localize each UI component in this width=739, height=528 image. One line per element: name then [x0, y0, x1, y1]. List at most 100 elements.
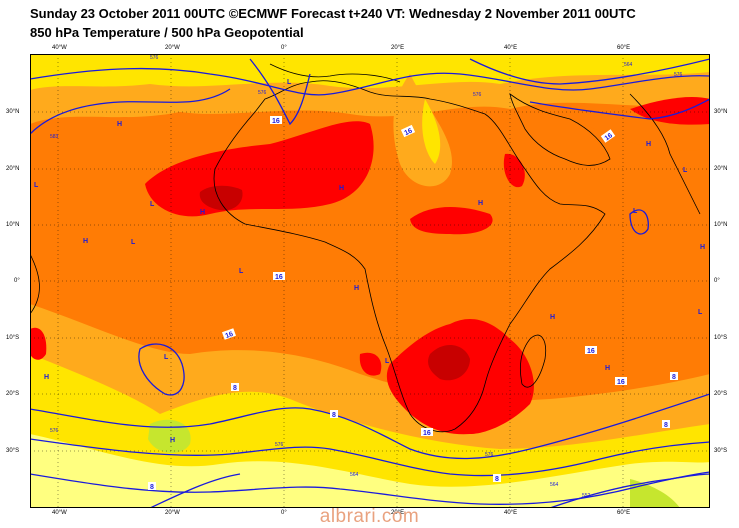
lon-label-bottom: 20°E	[391, 510, 405, 516]
temp-hotspot-redsea	[503, 153, 525, 188]
high-marker: H	[354, 285, 359, 292]
geo-label: 564	[624, 62, 633, 68]
low-marker: L	[385, 358, 390, 365]
forecast-map: 16 16 16 16 16 16 16 16 8 8 8 8 8 8 576 …	[30, 54, 720, 508]
temp-label: 8	[495, 476, 499, 483]
mediterranean-coastline	[269, 63, 401, 83]
lat-label-right: 30°N	[714, 109, 728, 115]
low-marker: L	[239, 268, 244, 275]
low-marker: L	[164, 354, 169, 361]
temp-label: 16	[423, 430, 431, 437]
temp-band-yellow-north	[30, 54, 710, 90]
lon-label-top: 20°W	[165, 45, 180, 51]
lat-label-right: 10°S	[714, 335, 728, 341]
lon-label-bottom: 60°E	[617, 510, 631, 516]
low-marker: L	[683, 167, 688, 174]
low-marker: L	[633, 208, 638, 215]
temp-label: 16	[604, 132, 614, 142]
lat-label-right: 30°S	[714, 448, 728, 454]
temp-band-green	[630, 479, 680, 508]
temp-label: 8	[672, 374, 676, 381]
high-marker: H	[550, 314, 555, 321]
temp-label: 8	[233, 385, 237, 392]
brazil-coastline	[30, 253, 40, 315]
temp-label: 8	[150, 484, 154, 491]
high-marker: H	[339, 185, 344, 192]
temp-hotspot-kalahari-core	[428, 344, 470, 381]
lat-label-left: 20°S	[6, 391, 20, 397]
map-frame	[30, 54, 710, 508]
lat-lon-grid	[30, 54, 710, 508]
map-svg: 16 16 16 16 16 16 16 16 8 8 8 8 8 8 576 …	[30, 54, 720, 508]
temp-yellow-tongue	[422, 99, 441, 164]
lat-label-left: 10°S	[6, 335, 20, 341]
high-marker: H	[700, 244, 705, 251]
temp-contour-labels: 16 16 16 16 16 16 16 16 8 8 8 8 8 8	[148, 116, 678, 491]
lat-label-left: 30°S	[6, 448, 20, 454]
map-subtitle: 850 hPa Temperature / 500 hPa Geopotenti…	[30, 25, 304, 40]
source-watermark: albrari.com	[319, 506, 420, 527]
high-marker: H	[170, 437, 175, 444]
geo-label: 576	[485, 452, 494, 458]
forecast-title: Sunday 23 October 2011 00UTC ©ECMWF Fore…	[30, 6, 636, 21]
lon-label-bottom: 40°E	[504, 510, 518, 516]
high-marker: H	[478, 200, 483, 207]
temp-label: 8	[332, 412, 336, 419]
temp-band-paleyellow-south	[30, 434, 710, 508]
temp-label: 16	[617, 379, 625, 386]
temp-label: 16	[404, 128, 414, 138]
lon-label-top: 40°W	[52, 45, 67, 51]
geo-label: 583	[50, 134, 59, 140]
africa-coastline	[213, 80, 606, 433]
lon-label-top: 60°E	[617, 45, 631, 51]
temp-label: 16	[275, 274, 283, 281]
lat-label-right: 10°N	[714, 222, 728, 228]
geo-label: 564	[550, 482, 559, 488]
low-marker: L	[150, 201, 155, 208]
temp-hotspot-sudan	[410, 207, 493, 235]
high-marker: H	[44, 374, 49, 381]
lon-label-top: 40°E	[504, 45, 518, 51]
low-marker: L	[34, 182, 39, 189]
temp-label: 16	[587, 348, 595, 355]
temp-hotspot-brazil	[30, 327, 47, 360]
lat-label-left: 10°N	[6, 222, 20, 228]
lat-label-left: 0°	[14, 278, 20, 284]
madagascar-coastline	[520, 334, 547, 388]
geo-contour-labels: 576 576 576 576 576 576 576 564 564 564 …	[50, 55, 683, 499]
low-marker: L	[287, 79, 292, 86]
lon-label-bottom: 0°	[281, 510, 287, 516]
high-marker: H	[646, 141, 651, 148]
geo-label: 576	[473, 92, 482, 98]
lat-label-left: 30°N	[6, 109, 20, 115]
arabia-coastline	[509, 93, 611, 166]
temp-label: 16	[225, 331, 235, 340]
high-marker: H	[83, 238, 88, 245]
lon-label-bottom: 40°W	[52, 510, 67, 516]
lat-label-right: 20°N	[714, 166, 728, 172]
geo-label: 576	[258, 90, 267, 96]
geo-label: 564	[350, 472, 359, 478]
geo-label: 552	[582, 493, 591, 499]
geo-label: 576	[150, 55, 159, 61]
lon-label-bottom: 20°W	[165, 510, 180, 516]
high-marker: H	[200, 209, 205, 216]
high-marker: H	[605, 365, 610, 372]
lon-label-top: 20°E	[391, 45, 405, 51]
geo-label: 576	[674, 72, 683, 78]
low-marker: L	[698, 309, 703, 316]
geopotential-contours	[30, 58, 710, 508]
temp-green-patch	[148, 419, 191, 454]
temp-label: 8	[664, 422, 668, 429]
temp-hotspot-sahara-core	[199, 185, 243, 211]
geo-label: 576	[275, 442, 284, 448]
coastlines	[30, 63, 701, 433]
lon-label-top: 0°	[281, 45, 287, 51]
lat-label-left: 20°N	[6, 166, 20, 172]
india-coastline	[629, 93, 701, 215]
lat-label-right: 0°	[714, 278, 720, 284]
temp-hotspot-angola	[359, 352, 382, 376]
temp-hotspot-iran	[630, 97, 710, 125]
lat-label-right: 20°S	[714, 391, 728, 397]
low-marker: L	[131, 239, 136, 246]
